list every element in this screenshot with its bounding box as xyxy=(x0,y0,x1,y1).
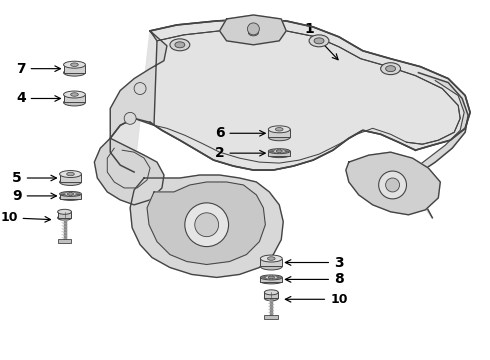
Ellipse shape xyxy=(264,296,278,301)
Ellipse shape xyxy=(64,61,85,68)
Ellipse shape xyxy=(67,172,74,176)
Polygon shape xyxy=(346,152,441,215)
Circle shape xyxy=(379,171,407,199)
Ellipse shape xyxy=(264,290,278,295)
Ellipse shape xyxy=(314,38,324,44)
Ellipse shape xyxy=(248,30,258,36)
Circle shape xyxy=(195,213,219,237)
Circle shape xyxy=(185,203,228,247)
Polygon shape xyxy=(130,175,283,278)
Bar xyxy=(60,194,81,199)
Text: 7: 7 xyxy=(16,62,60,76)
Bar xyxy=(260,258,282,266)
Bar xyxy=(264,292,278,298)
Ellipse shape xyxy=(260,255,282,262)
Polygon shape xyxy=(147,182,266,265)
Ellipse shape xyxy=(64,91,85,98)
Text: 9: 9 xyxy=(12,189,56,203)
Ellipse shape xyxy=(386,66,395,72)
Text: 10: 10 xyxy=(0,211,50,224)
Polygon shape xyxy=(110,19,470,172)
Ellipse shape xyxy=(269,149,290,154)
Polygon shape xyxy=(95,138,164,205)
Circle shape xyxy=(386,178,399,192)
Text: 10: 10 xyxy=(285,293,347,306)
Bar xyxy=(60,174,81,182)
Text: 1: 1 xyxy=(304,22,338,60)
Ellipse shape xyxy=(260,279,282,284)
Text: 8: 8 xyxy=(285,273,344,287)
Ellipse shape xyxy=(58,215,72,220)
Ellipse shape xyxy=(268,257,275,260)
Ellipse shape xyxy=(60,179,81,185)
Ellipse shape xyxy=(60,192,81,197)
Circle shape xyxy=(124,112,136,124)
Bar xyxy=(64,95,85,103)
Polygon shape xyxy=(220,15,286,45)
Ellipse shape xyxy=(64,69,85,76)
Bar xyxy=(58,212,72,218)
Ellipse shape xyxy=(269,126,290,133)
Bar xyxy=(269,151,290,156)
Ellipse shape xyxy=(260,275,282,280)
Text: 3: 3 xyxy=(285,256,343,270)
Text: 2: 2 xyxy=(215,146,265,160)
Text: 4: 4 xyxy=(16,91,60,105)
Polygon shape xyxy=(413,73,468,218)
Polygon shape xyxy=(110,31,167,138)
Circle shape xyxy=(247,23,259,35)
Circle shape xyxy=(134,82,146,95)
Bar xyxy=(269,129,290,137)
Ellipse shape xyxy=(68,193,74,195)
Ellipse shape xyxy=(269,276,274,279)
Bar xyxy=(264,315,278,319)
Ellipse shape xyxy=(170,39,190,51)
Ellipse shape xyxy=(244,27,263,39)
Text: 6: 6 xyxy=(215,126,265,140)
Ellipse shape xyxy=(269,134,290,141)
Ellipse shape xyxy=(269,153,290,158)
Ellipse shape xyxy=(71,63,78,67)
Ellipse shape xyxy=(276,150,282,153)
Ellipse shape xyxy=(60,171,81,177)
Ellipse shape xyxy=(64,99,85,106)
Bar xyxy=(64,65,85,73)
Bar xyxy=(58,239,72,243)
Ellipse shape xyxy=(175,42,185,48)
Ellipse shape xyxy=(275,127,283,131)
Ellipse shape xyxy=(71,93,78,96)
Bar xyxy=(260,278,282,282)
Text: 5: 5 xyxy=(12,171,56,185)
Ellipse shape xyxy=(60,195,81,201)
Ellipse shape xyxy=(381,63,400,75)
Ellipse shape xyxy=(309,35,329,47)
Ellipse shape xyxy=(58,209,72,214)
Ellipse shape xyxy=(260,263,282,270)
